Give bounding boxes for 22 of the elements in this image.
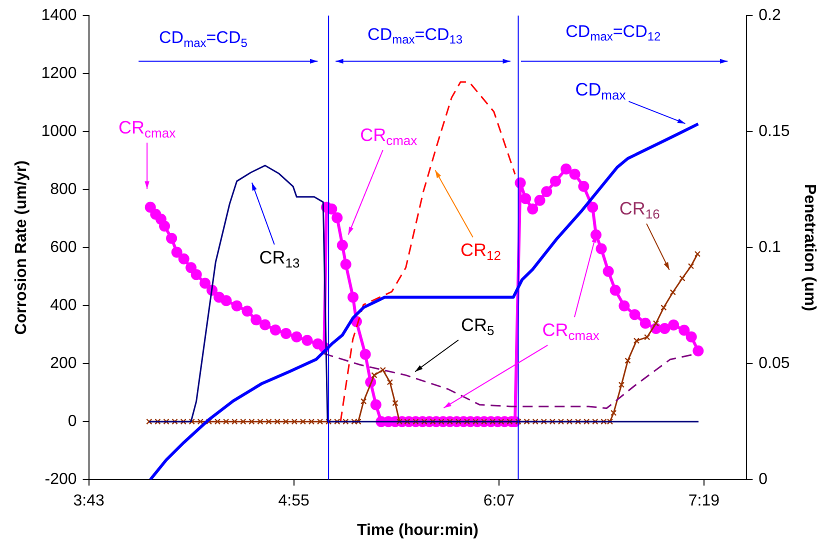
y2-tick-label: 0.05 bbox=[758, 355, 790, 372]
x-axis-title: Time (hour:min) bbox=[356, 522, 478, 539]
y-axis-title: Corrosion Rate (um/yr) bbox=[13, 160, 30, 335]
y-tick-label: 600 bbox=[50, 239, 77, 256]
y-tick-label: -200 bbox=[44, 471, 77, 488]
y2-tick-label: 0.15 bbox=[758, 123, 790, 140]
y2-tick-label: 0.2 bbox=[758, 7, 782, 24]
y-tick-label: 1400 bbox=[41, 7, 77, 24]
y2-tick-label: 0 bbox=[758, 471, 768, 488]
y-tick-label: 1200 bbox=[41, 65, 77, 82]
y-tick-label: 400 bbox=[50, 297, 77, 314]
y-tick-label: 1000 bbox=[41, 123, 77, 140]
y2-tick-label: 0.1 bbox=[758, 239, 782, 256]
y2-axis-title: Penetration (um) bbox=[800, 184, 818, 312]
x-tick-label: 4:55 bbox=[278, 492, 310, 510]
x-tick-label: 7:19 bbox=[688, 492, 720, 510]
x-tick-label: 6:07 bbox=[483, 492, 515, 510]
y-tick-label: 0 bbox=[68, 413, 77, 430]
line-series bbox=[340, 81, 516, 422]
x-tick-label: 3:43 bbox=[73, 492, 104, 510]
y-tick-label: 200 bbox=[50, 355, 77, 372]
y-tick-label: 800 bbox=[50, 181, 77, 198]
